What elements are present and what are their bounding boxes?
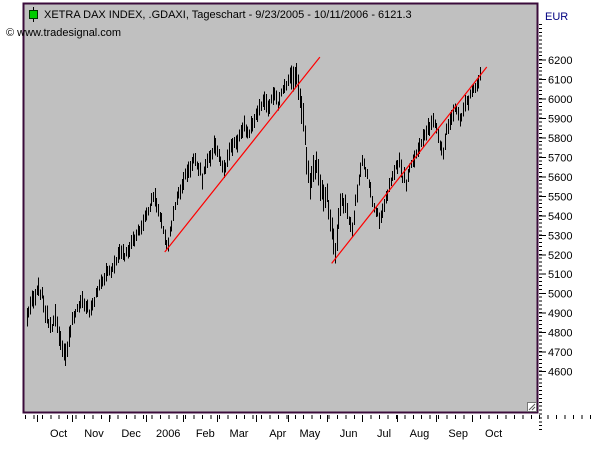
- chart-title: XETRA DAX INDEX, .GDAXI, Tageschart - 9/…: [44, 8, 412, 21]
- x-tick-label: Oct: [485, 428, 502, 440]
- y-tick-label: 5200: [548, 250, 572, 262]
- y-axis: 4600 4700 4800 4900 5000 5100 5200 5300 5400 5500…: [539, 24, 572, 431]
- y-axis-unit-label: EUR: [545, 11, 569, 23]
- y-tick-label: 4600: [548, 367, 572, 379]
- x-axis: Oct Nov Dec 2006 Feb Mar Apr May Jun Jul Aug Sep Oct: [25, 415, 591, 440]
- y-tick-label: 5100: [548, 269, 572, 281]
- y-tick-label: 6100: [548, 74, 572, 86]
- x-tick-label: Oct: [50, 428, 67, 440]
- x-tick-label: Jul: [377, 428, 391, 440]
- y-tick-label: 5900: [548, 113, 572, 125]
- trendline[interactable]: [331, 66, 488, 264]
- x-tick-label: Dec: [121, 428, 141, 440]
- y-tick-label: 5400: [548, 211, 572, 223]
- y-tick-label: 5600: [548, 172, 572, 184]
- copyright-watermark: © www.tradesignal.com: [6, 27, 122, 39]
- y-tick-label: 6000: [548, 94, 572, 106]
- x-tick-label: Mar: [230, 428, 249, 440]
- x-tick-label: Nov: [84, 428, 104, 440]
- y-tick-label: 6200: [548, 55, 572, 67]
- y-tick-label: 4900: [548, 308, 572, 320]
- x-tick-label: Aug: [410, 428, 430, 440]
- x-tick-label: Sep: [448, 428, 468, 440]
- plot-panel[interactable]: [22, 2, 539, 414]
- y-tick-label: 5800: [548, 133, 572, 145]
- x-tick-label: Jun: [340, 428, 358, 440]
- price-bars: [27, 63, 481, 367]
- y-tick-label: 5700: [548, 152, 572, 164]
- candlestick-icon: [28, 6, 39, 23]
- chart-header: XETRA DAX INDEX, .GDAXI, Tageschart - 9/…: [28, 6, 412, 23]
- y-tick-label: 5300: [548, 230, 572, 242]
- x-tick-label: 2006: [156, 428, 180, 440]
- trendline[interactable]: [164, 56, 321, 253]
- x-tick-label: May: [299, 428, 320, 440]
- y-tick-label: 5000: [548, 289, 572, 301]
- x-tick-label: Feb: [196, 428, 215, 440]
- resize-handle[interactable]: [527, 402, 537, 412]
- y-tick-label: 5500: [548, 191, 572, 203]
- x-tick-label: Apr: [269, 428, 286, 440]
- y-tick-label: 4700: [548, 347, 572, 359]
- y-tick-label: 4800: [548, 328, 572, 340]
